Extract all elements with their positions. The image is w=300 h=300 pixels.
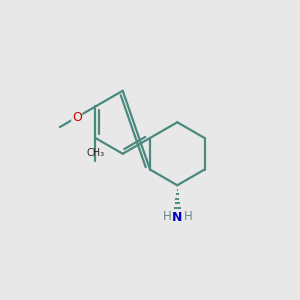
Text: O: O xyxy=(72,111,82,124)
Text: N: N xyxy=(172,211,182,224)
Text: H: H xyxy=(183,210,192,223)
Text: CH₃: CH₃ xyxy=(86,148,104,158)
Text: H: H xyxy=(162,210,171,223)
